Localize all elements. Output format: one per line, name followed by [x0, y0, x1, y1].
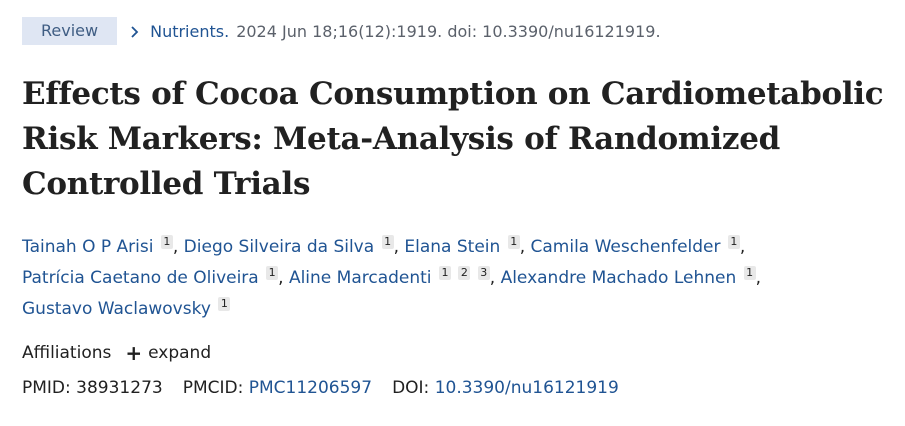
author-separator: , — [519, 237, 526, 257]
affiliations-expand-button[interactable]: + expand — [125, 341, 211, 365]
affiliation-number[interactable]: 1 — [727, 235, 740, 249]
article-type-badge: Review — [22, 17, 118, 45]
author-separator: , — [489, 268, 496, 288]
author-list: Tainah O P Arisi 1, Diego Silveira da Si… — [22, 232, 882, 325]
citation-details: 2024 Jun 18;16(12):1919. doi: 10.3390/nu… — [236, 21, 661, 41]
author-separator: , — [172, 237, 179, 257]
article-identifiers: PMID: 38931273 PMCID: PMC11206597 DOI: 1… — [22, 376, 639, 400]
article-title: Effects of Cocoa Consumption on Cardiome… — [22, 76, 884, 202]
author-link[interactable]: Alexandre Machado Lehnen — [500, 268, 737, 288]
author-line: Tainah O P Arisi 1, Diego Silveira da Si… — [22, 232, 882, 263]
pmcid-label: PMCID: — [182, 378, 244, 398]
pmid: PMID: 38931273 — [22, 376, 163, 400]
pmid-label: PMID: — [22, 378, 71, 398]
author-separator: , — [755, 268, 762, 288]
author-separator: , — [739, 237, 746, 257]
expand-label: expand — [148, 343, 212, 363]
pmcid: PMCID: PMC11206597 — [183, 376, 372, 400]
doi: DOI: 10.3390/nu16121919 — [392, 376, 619, 400]
affiliation-number[interactable]: 1 — [438, 266, 451, 280]
affiliation-number[interactable]: 3 — [477, 266, 490, 280]
author-link[interactable]: Patrícia Caetano de Oliveira — [22, 268, 259, 288]
affiliation-number[interactable]: 1 — [743, 266, 756, 280]
author-link[interactable]: Camila Weschenfelder — [530, 237, 721, 257]
chevron-right-icon — [130, 17, 144, 45]
affiliation-number[interactable]: 1 — [266, 266, 279, 280]
plus-icon: + — [125, 341, 143, 365]
author-link[interactable]: Aline Marcadenti — [288, 268, 432, 288]
affiliation-number[interactable]: 1 — [160, 235, 173, 249]
author-line: Gustavo Waclawovsky 1 — [22, 294, 882, 325]
pmid-value: 38931273 — [76, 378, 163, 398]
doi-label: DOI: — [392, 378, 430, 398]
pmcid-link[interactable]: PMC11206597 — [248, 378, 373, 398]
affiliations-section: Affiliations + expand — [22, 341, 211, 365]
journal-link[interactable]: Nutrients. — [150, 21, 230, 41]
citation-row: Review Nutrients. 2024 Jun 18;16(12):191… — [22, 17, 661, 45]
author-link[interactable]: Tainah O P Arisi — [22, 237, 154, 257]
doi-link[interactable]: 10.3390/nu16121919 — [434, 378, 619, 398]
affiliation-number[interactable]: 1 — [381, 235, 394, 249]
affiliations-label: Affiliations — [22, 343, 112, 363]
author-link[interactable]: Diego Silveira da Silva — [183, 237, 375, 257]
author-separator: , — [278, 268, 284, 288]
author-separator: , — [393, 237, 399, 257]
affiliation-number[interactable]: 1 — [507, 235, 520, 249]
author-link[interactable]: Gustavo Waclawovsky — [22, 299, 211, 319]
affiliation-number[interactable]: 2 — [458, 266, 471, 280]
author-line: Patrícia Caetano de Oliveira 1, Aline Ma… — [22, 263, 882, 294]
author-link[interactable]: Elana Stein — [404, 237, 501, 257]
affiliation-number[interactable]: 1 — [218, 297, 231, 311]
